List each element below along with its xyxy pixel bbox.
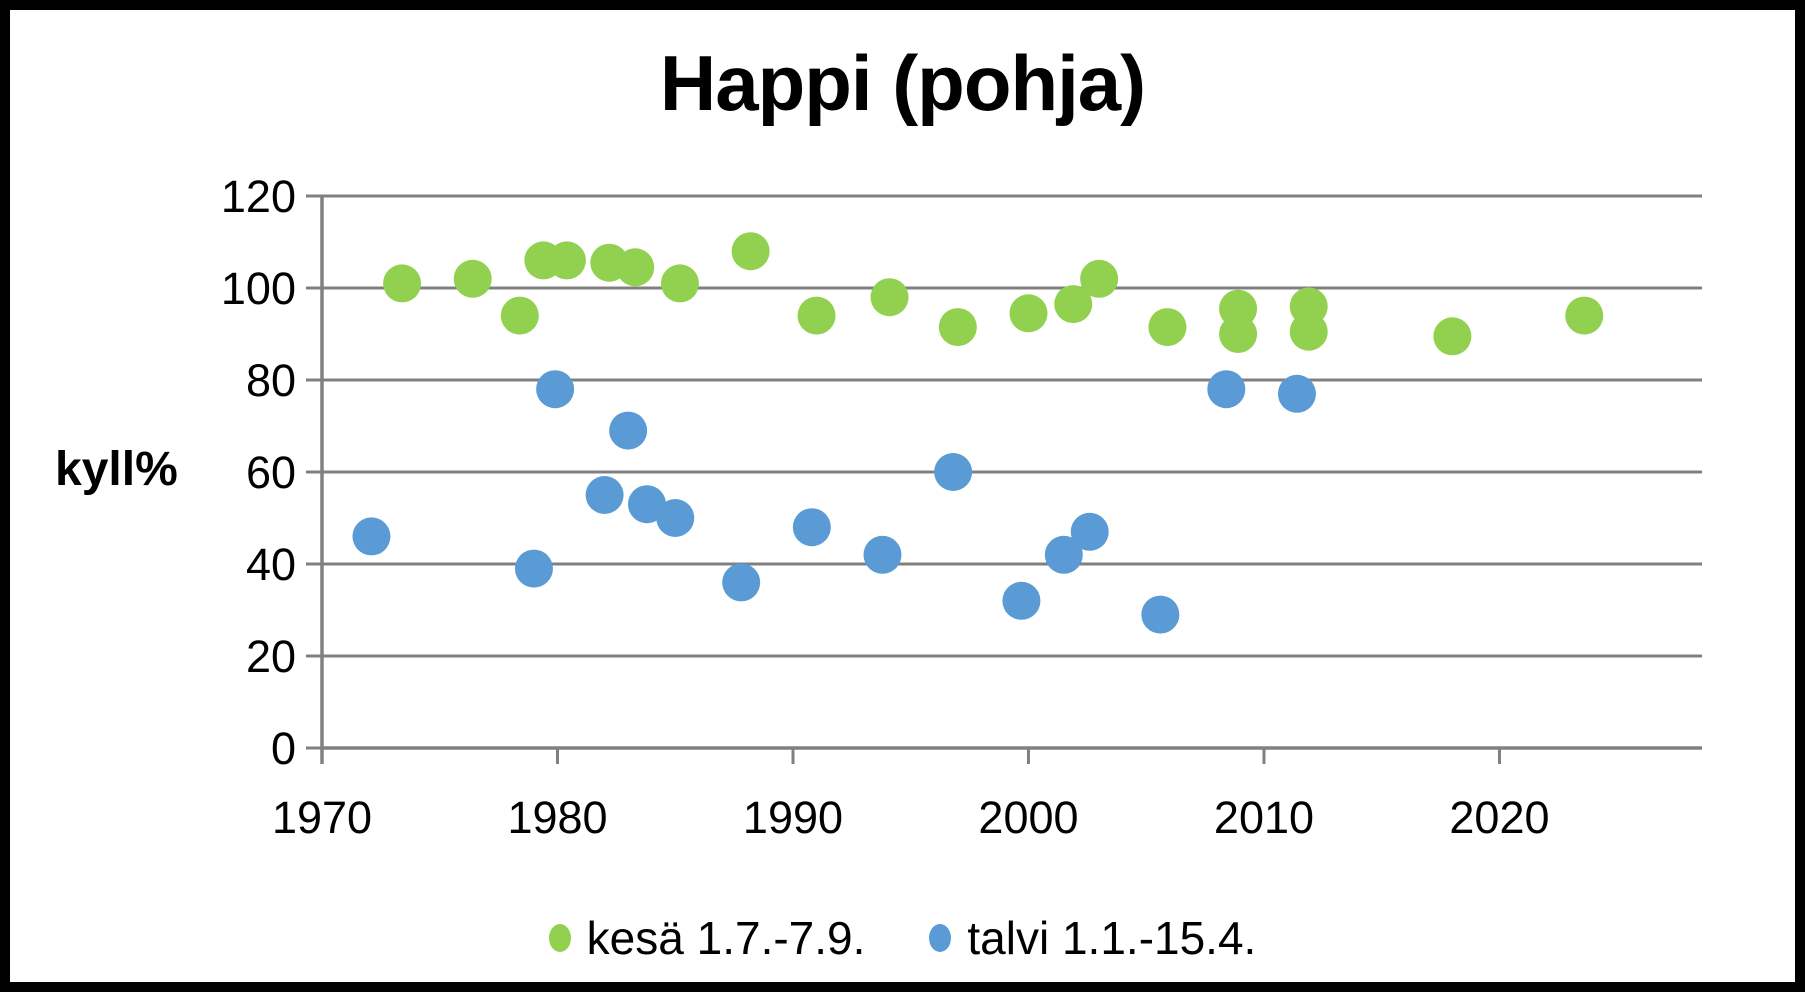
x-tick-label: 1980 [507,792,607,843]
legend-label-summer: kesä 1.7.-7.9. [586,912,866,964]
y-tick-label: 40 [246,539,296,590]
data-point-winter [609,411,648,450]
data-point-winter [1207,370,1246,409]
data-point-summer [938,308,977,347]
data-point-winter [352,517,391,556]
data-point-winter [722,563,761,602]
winter-marker-icon [929,924,952,952]
data-point-winter [1044,535,1083,574]
data-point-winter [1070,512,1109,551]
x-tick-label: 1970 [272,792,372,843]
legend-item-winter: talvi 1.1.-15.4. [929,911,1256,965]
data-point-summer [731,232,770,271]
data-point-summer [383,264,422,303]
x-tick-label: 2020 [1449,792,1549,843]
data-point-summer [1054,285,1093,324]
data-point-summer [500,296,539,335]
data-point-winter [934,453,973,491]
x-tick-label: 1990 [743,792,843,843]
data-point-summer [1148,308,1187,347]
data-point-summer [616,248,655,287]
data-point-winter [1002,581,1041,620]
data-point-winter [1277,374,1316,413]
data-point-summer [1009,294,1048,333]
y-tick-label: 100 [221,263,296,314]
x-tick-label: 2000 [978,792,1078,843]
data-point-summer [660,264,699,303]
legend: kesä 1.7.-7.9. talvi 1.1.-15.4. [0,903,1805,973]
data-point-winter [514,549,553,588]
chart-title: Happi (pohja) [659,38,1146,127]
y-tick-label: 60 [246,447,296,498]
data-point-summer [1219,315,1258,353]
data-point-summer [1565,296,1604,335]
x-tick-label: 2010 [1214,792,1314,843]
data-point-winter [585,476,624,514]
data-point-summer [453,259,492,298]
y-tick-label: 120 [221,171,296,222]
data-point-summer [547,241,586,280]
y-tick-label: 20 [246,631,296,682]
data-point-winter [792,508,831,547]
data-point-summer [1289,312,1328,351]
y-tick-label: 80 [246,355,296,406]
data-point-winter [863,535,902,574]
data-point-summer [1433,317,1472,356]
y-tick-label: 0 [271,723,296,774]
legend-item-summer: kesä 1.7.-7.9. [548,911,866,965]
y-axis-title: kyll% [55,443,178,496]
data-point-winter [656,499,695,537]
data-point-winter [1141,595,1180,634]
summer-marker-icon [548,924,571,952]
data-point-winter [627,485,666,524]
data-point-summer [1080,259,1119,298]
data-point-summer [797,296,836,335]
data-point-summer [870,278,909,317]
data-point-winter [536,370,575,409]
legend-label-winter: talvi 1.1.-15.4. [967,912,1257,964]
